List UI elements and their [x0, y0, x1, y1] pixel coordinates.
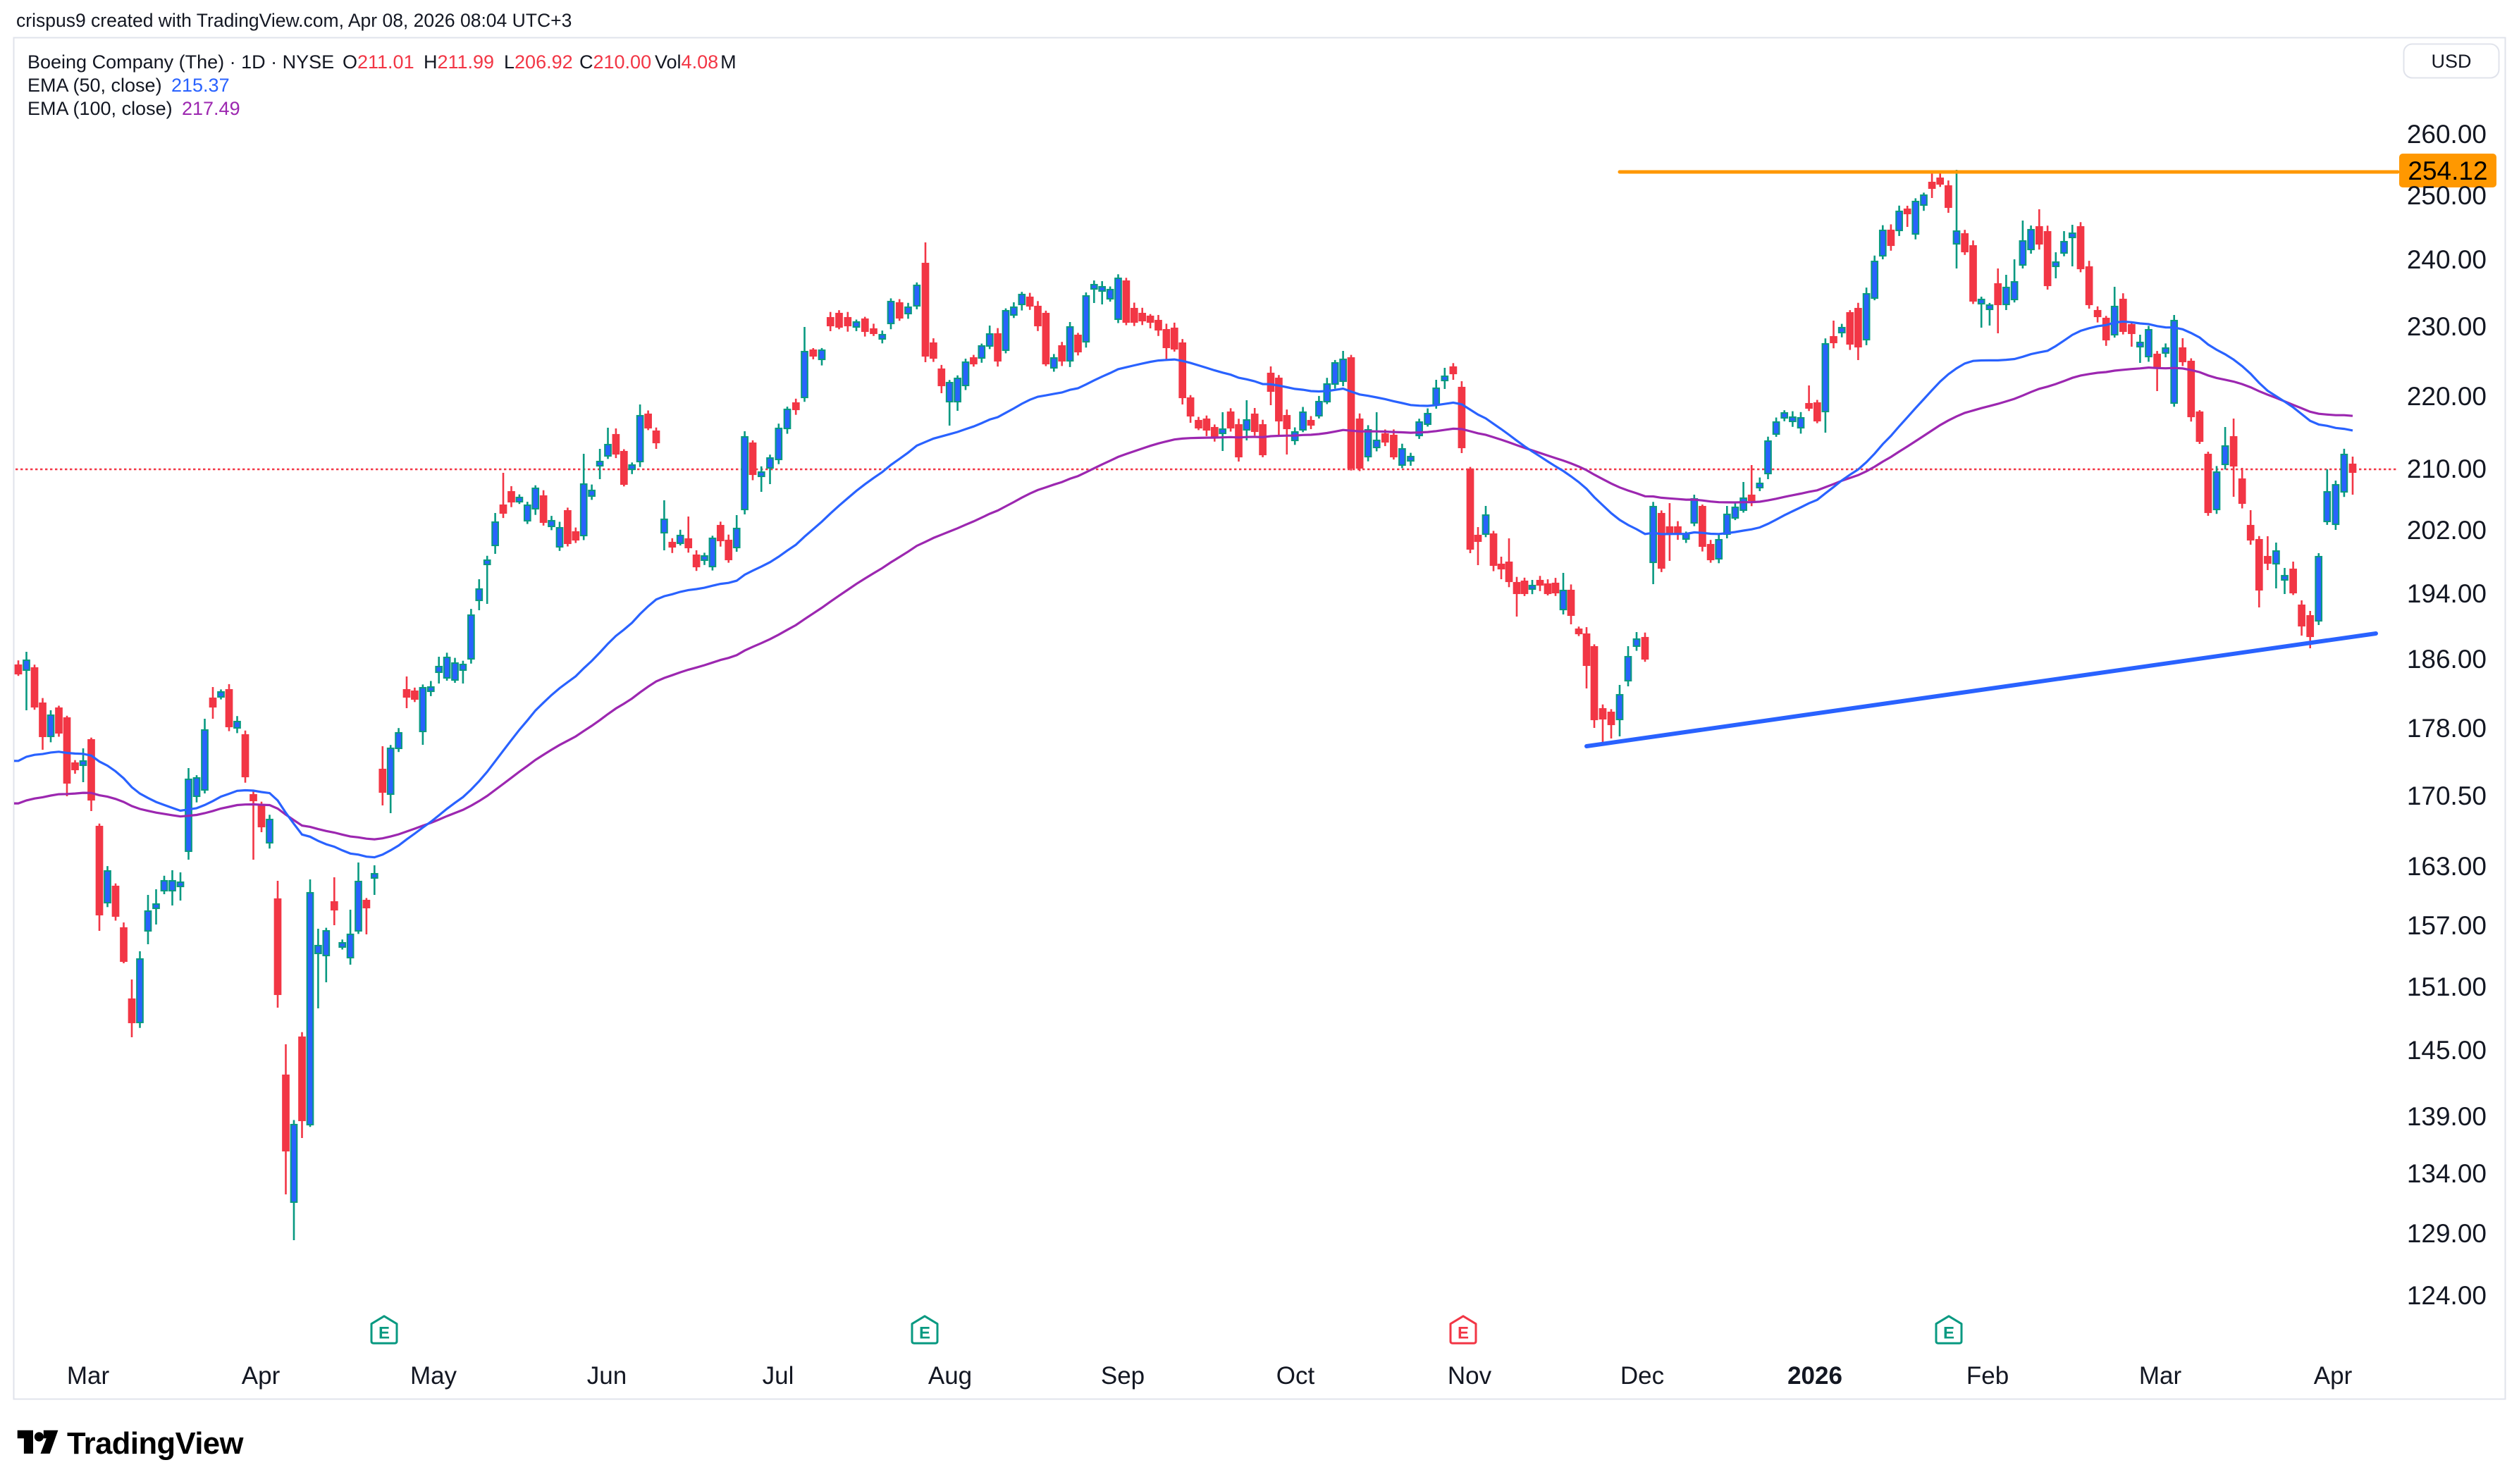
- svg-text:May: May: [410, 1362, 457, 1390]
- svg-text:EMA (50, close)215.37: EMA (50, close) 215.37: [27, 75, 230, 96]
- svg-text:Feb: Feb: [1966, 1362, 2009, 1390]
- svg-text:USD: USD: [2431, 51, 2471, 72]
- svg-text:E: E: [1458, 1324, 1469, 1343]
- svg-text:Dec: Dec: [1620, 1362, 1664, 1390]
- svg-text:124.00: 124.00: [2407, 1281, 2487, 1310]
- svg-text:202.00: 202.00: [2407, 516, 2487, 545]
- svg-text:Nov: Nov: [1448, 1362, 1492, 1390]
- svg-text:151.00: 151.00: [2407, 972, 2487, 1001]
- svg-text:crispus9 created with TradingV: crispus9 created with TradingView.com, A…: [16, 10, 572, 31]
- svg-text:Aug: Aug: [928, 1362, 972, 1390]
- svg-text:220.00: 220.00: [2407, 382, 2487, 411]
- svg-text:250.00: 250.00: [2407, 181, 2487, 210]
- svg-text:Mar: Mar: [67, 1362, 110, 1390]
- svg-text:230.00: 230.00: [2407, 312, 2487, 341]
- svg-text:210.00: 210.00: [2407, 455, 2487, 483]
- svg-text:254.12: 254.12: [2408, 156, 2487, 185]
- svg-text:163.00: 163.00: [2407, 852, 2487, 881]
- svg-text:145.00: 145.00: [2407, 1036, 2487, 1065]
- svg-text:Apr: Apr: [2314, 1362, 2353, 1390]
- svg-text:Sep: Sep: [1101, 1362, 1145, 1390]
- svg-text:E: E: [919, 1324, 930, 1343]
- svg-text:TradingView: TradingView: [67, 1427, 244, 1461]
- svg-text:178.00: 178.00: [2407, 714, 2487, 743]
- svg-text:194.00: 194.00: [2407, 579, 2487, 608]
- svg-text:157.00: 157.00: [2407, 911, 2487, 940]
- svg-text:Mar: Mar: [2139, 1362, 2182, 1390]
- svg-text:E: E: [1943, 1324, 1954, 1343]
- svg-text:139.00: 139.00: [2407, 1102, 2487, 1131]
- svg-text:Jul: Jul: [763, 1362, 794, 1390]
- svg-text:Boeing Company (The) · 1D · NY: Boeing Company (The) · 1D · NYSE O211.01 H…: [27, 51, 737, 73]
- svg-text:129.00: 129.00: [2407, 1219, 2487, 1248]
- svg-text:EMA (100, close)217.49: EMA (100, close) 217.49: [27, 98, 240, 119]
- svg-text:2026: 2026: [1787, 1362, 1842, 1390]
- svg-text:134.00: 134.00: [2407, 1159, 2487, 1188]
- svg-text:Oct: Oct: [1276, 1362, 1315, 1390]
- svg-text:E: E: [378, 1324, 390, 1343]
- svg-text:Apr: Apr: [242, 1362, 281, 1390]
- svg-text:260.00: 260.00: [2407, 120, 2487, 149]
- svg-text:240.00: 240.00: [2407, 245, 2487, 274]
- svg-text:Jun: Jun: [587, 1362, 627, 1390]
- svg-text:170.50: 170.50: [2407, 781, 2487, 810]
- svg-text:186.00: 186.00: [2407, 645, 2487, 674]
